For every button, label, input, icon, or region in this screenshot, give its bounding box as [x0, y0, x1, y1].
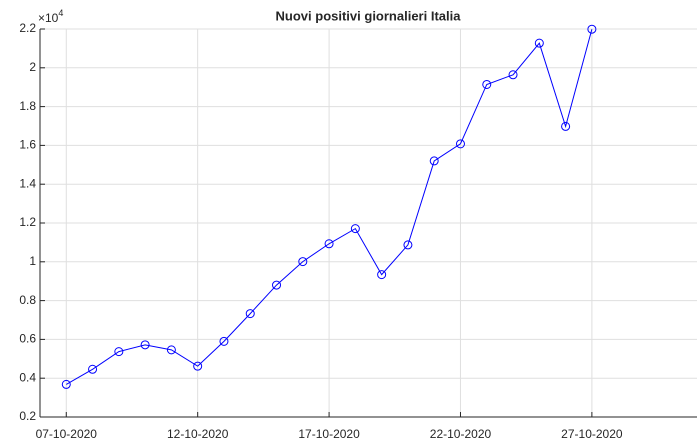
chart-title: Nuovi positivi giornalieri Italia: [276, 8, 462, 23]
x-tick-label: 07-10-2020: [36, 427, 98, 441]
marker: [587, 24, 597, 34]
x-tick-label: 22-10-2020: [430, 427, 492, 441]
y-exponent-base: ×10: [38, 11, 59, 25]
marker: [166, 345, 176, 355]
marker: [140, 340, 150, 350]
y-tick-label: 2: [29, 60, 36, 74]
x-tick-label: 17-10-2020: [298, 427, 360, 441]
y-tick-label: 0.2: [19, 409, 36, 423]
y-tick-label: 1.4: [19, 176, 36, 190]
y-tick-label: 1.2: [19, 215, 36, 229]
marker: [88, 364, 98, 374]
marker: [403, 240, 413, 250]
x-tick-label: 12-10-2020: [167, 427, 229, 441]
y-exponent-power: 4: [58, 8, 63, 18]
marker: [114, 347, 124, 357]
y-tick-label: 0.8: [19, 293, 36, 307]
marker: [534, 38, 544, 48]
y-tick-label: 1.8: [19, 99, 36, 113]
y-tick-label: 0.4: [19, 370, 36, 384]
marker: [193, 361, 203, 371]
line: [66, 29, 593, 385]
marker: [455, 139, 465, 149]
y-tick-label: 2.2: [19, 21, 36, 35]
marker: [272, 280, 282, 290]
marker: [508, 70, 518, 80]
marker: [350, 224, 360, 234]
y-tick-label: 0.6: [19, 332, 36, 346]
marker: [377, 270, 387, 280]
marker: [219, 336, 229, 346]
marker: [482, 79, 492, 89]
x-tick-label: 27-10-2020: [561, 427, 623, 441]
marker: [561, 121, 571, 131]
marker: [324, 239, 334, 249]
y-tick-label: 1.6: [19, 138, 36, 152]
marker: [429, 156, 439, 166]
y-exponent: ×104: [38, 8, 63, 25]
marker: [61, 379, 71, 389]
marker: [298, 257, 308, 267]
y-tick-label: 1: [29, 254, 36, 268]
marker: [245, 309, 255, 319]
